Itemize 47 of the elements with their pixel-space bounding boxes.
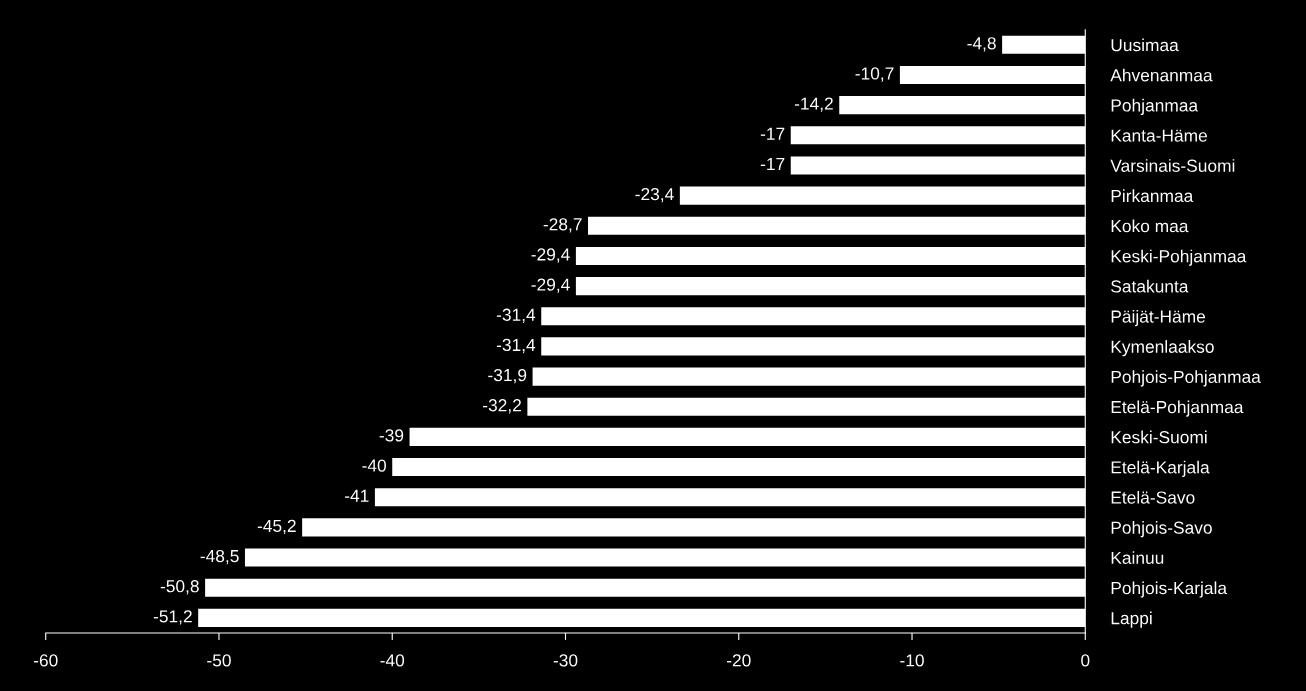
y-tick-label: Etelä-Karjala [1111, 460, 1210, 477]
data-label: -29,4 [531, 248, 570, 263]
y-tick-label: Keski-Suomi [1111, 430, 1207, 444]
y-tick-label: Uusimaa [1111, 38, 1179, 52]
x-tick-label: -40 [380, 654, 405, 667]
y-tick-label: Etelä-Savo [1111, 490, 1195, 504]
data-label: -23,4 [635, 187, 674, 203]
x-tick-label: -50 [207, 654, 231, 667]
data-label: -10,7 [855, 67, 894, 82]
data-label: -48,5 [200, 549, 239, 565]
data-label: -29,4 [531, 278, 570, 293]
y-tick-label: Lappi [1111, 611, 1152, 628]
y-tick-label: Keski-Pohjanmaa [1111, 249, 1247, 266]
data-label: -31,4 [496, 308, 536, 323]
y-tick-label: Varsinais-Suomi [1110, 159, 1235, 172]
y-tick-label: Päijät-Häme [1111, 309, 1206, 327]
y-tick-label: Pohjois-Karjala [1111, 581, 1228, 598]
y-tick-label: Kymenlaakso [1111, 340, 1214, 357]
data-label: -51,2 [153, 610, 192, 625]
x-tick-label: -30 [553, 654, 578, 667]
data-label: -4,8 [967, 37, 996, 52]
y-tick-label: Kainuu [1111, 551, 1164, 565]
data-label: -17 [760, 127, 785, 140]
y-tick-label: Ahvenanmaa [1110, 68, 1213, 82]
y-tick-label: Etelä-Pohjanmaa [1111, 400, 1244, 417]
x-tick-label: -60 [33, 654, 58, 667]
data-label: -45,2 [257, 519, 296, 535]
x-tick-label: -10 [900, 654, 924, 667]
y-tick-label: Pohjois-Savo [1111, 521, 1212, 538]
data-label: -31,4 [496, 338, 536, 354]
data-label: -17 [760, 157, 785, 170]
x-tick-label: -20 [726, 654, 751, 667]
y-tick-label: Satakunta [1111, 279, 1189, 293]
y-tick-label: Koko maa [1111, 219, 1189, 233]
x-tick-label: 0 [1081, 654, 1090, 667]
y-tick-label: Pohjanmaa [1111, 98, 1199, 116]
data-label: -31,9 [488, 368, 527, 384]
data-label: -32,2 [483, 399, 521, 414]
y-tick-label: Pohjois-Pohjanmaa [1111, 370, 1261, 387]
y-tick-label: Kanta-Häme [1111, 129, 1207, 142]
data-label: -50,8 [160, 580, 199, 595]
data-label: -14,2 [794, 97, 833, 112]
y-tick-label: Pirkanmaa [1111, 189, 1194, 203]
data-label: -39 [379, 429, 404, 442]
data-label: -41 [345, 489, 369, 502]
data-label: -28,7 [543, 218, 582, 233]
data-label: -40 [362, 459, 386, 472]
